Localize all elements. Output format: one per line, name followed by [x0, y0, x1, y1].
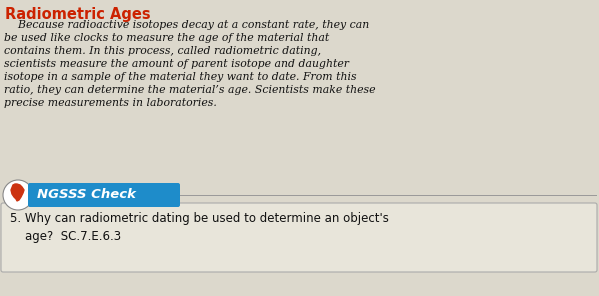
- FancyBboxPatch shape: [1, 203, 597, 272]
- Circle shape: [3, 180, 33, 210]
- Text: 5. Why can radiometric dating be used to determine an object's
    age?  SC.7.E.: 5. Why can radiometric dating be used to…: [10, 212, 389, 243]
- FancyBboxPatch shape: [28, 183, 180, 207]
- Text: NGSSS Check: NGSSS Check: [37, 189, 136, 202]
- Text: Because radioactive isotopes decay at a constant rate, they can
be used like clo: Because radioactive isotopes decay at a …: [4, 20, 376, 108]
- Text: Radiometric Ages: Radiometric Ages: [5, 7, 150, 22]
- Polygon shape: [11, 184, 24, 201]
